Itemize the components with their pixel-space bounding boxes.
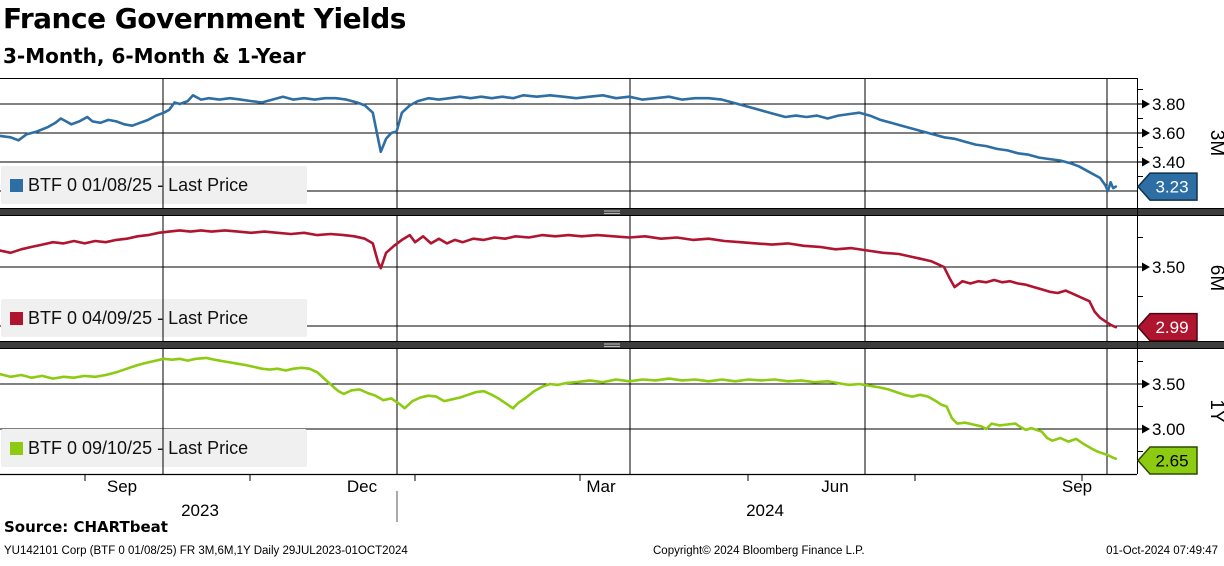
panel-unit-label: 1Y	[1206, 399, 1224, 423]
legend-label: BTF 0 01/08/25 - Last Price	[28, 175, 248, 195]
month-label: Jun	[821, 477, 848, 496]
panel-unit-label: 3M	[1206, 130, 1224, 156]
page-title: France Government Yields	[3, 2, 406, 35]
legend-swatch-icon	[10, 312, 23, 325]
legend-label: BTF 0 04/09/25 - Last Price	[28, 308, 248, 328]
legend-box	[1, 166, 307, 204]
footer-timestamp: 01-Oct-2024 07:49:47	[1106, 545, 1218, 557]
tick-arrow-icon	[1142, 157, 1150, 167]
y-axis-6m: 3.50 6M	[1137, 237, 1224, 297]
y-tick-label: 3.80	[1152, 95, 1185, 114]
series-line-3m	[0, 94, 1118, 193]
chart-frame	[0, 78, 1138, 481]
year-label: 2024	[746, 501, 784, 520]
tick-arrow-icon	[1142, 128, 1150, 138]
page-subtitle: 3-Month, 6-Month & 1-Year	[3, 44, 306, 68]
month-label: Sep	[107, 477, 137, 496]
y-tick-label: 3.50	[1152, 258, 1185, 277]
y-axis-1y: 3.50 3.00 1Y	[1137, 361, 1224, 452]
y-tick-label: 3.50	[1152, 375, 1185, 394]
panel-separator	[0, 208, 1224, 216]
month-label: Mar	[586, 477, 616, 496]
last-price-value: 2.99	[1155, 318, 1188, 337]
panel-drag-handle-icon[interactable]	[604, 343, 620, 348]
tick-arrow-icon	[1142, 424, 1150, 434]
y-tick-label: 3.00	[1152, 420, 1185, 439]
month-label: Sep	[1062, 477, 1092, 496]
legend-swatch-icon	[10, 442, 23, 455]
last-price-value: 2.65	[1155, 452, 1188, 471]
source-label: Source: CHARTbeat	[4, 518, 168, 536]
legend-3m[interactable]: BTF 0 01/08/25 - Last Price	[1, 166, 307, 204]
last-price-value: 3.23	[1155, 178, 1188, 197]
legend-label: BTF 0 09/10/25 - Last Price	[28, 438, 248, 458]
panel-separator	[0, 341, 1224, 349]
tick-arrow-icon	[1142, 99, 1150, 109]
y-axis-3m: 3.80 3.60 3.40 3M	[1137, 89, 1224, 177]
tick-arrow-icon	[1142, 379, 1150, 389]
year-label: 2023	[181, 501, 219, 520]
series-line-1y	[0, 356, 1118, 460]
x-axis-labels: Sep Dec Mar Jun Sep 2023 2024	[107, 477, 1092, 522]
legend-box	[1, 429, 307, 467]
footer-security-meta: YU142101 Corp (BTF 0 01/08/25) FR 3M,6M,…	[4, 545, 408, 557]
legend-swatch-icon	[10, 179, 23, 192]
legend-box	[1, 299, 307, 337]
legend-1y[interactable]: BTF 0 09/10/25 - Last Price	[1, 429, 307, 467]
y-tick-label: 3.40	[1152, 153, 1185, 172]
last-price-badge-6m: 2.99	[1136, 312, 1198, 342]
panel-unit-label: 6M	[1206, 265, 1224, 291]
panel-drag-handle-icon[interactable]	[604, 210, 620, 215]
legend-6m[interactable]: BTF 0 04/09/25 - Last Price	[1, 299, 307, 337]
last-price-badge-1y: 2.65	[1136, 446, 1198, 475]
month-label: Dec	[347, 477, 378, 496]
tick-arrow-icon	[1142, 262, 1150, 272]
last-price-badge-3m: 3.23	[1136, 172, 1198, 201]
y-tick-label: 3.60	[1152, 124, 1185, 143]
v-gridlines	[162, 78, 1108, 474]
footer-copyright: Copyright© 2024 Bloomberg Finance L.P.	[653, 545, 865, 557]
series-line-6m	[0, 229, 1118, 329]
